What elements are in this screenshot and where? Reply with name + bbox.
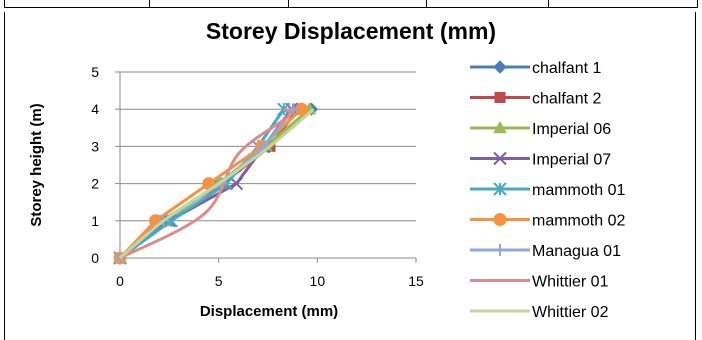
table-column-rule <box>149 0 150 8</box>
legend-label: Imperial 06 <box>532 121 611 138</box>
legend-marker <box>494 244 506 256</box>
y-axis-label: Storey height (m) <box>28 103 45 226</box>
data-point <box>287 103 300 116</box>
y-tick-label: 2 <box>91 176 99 192</box>
legend-marker <box>493 151 507 166</box>
legend-marker <box>493 60 507 74</box>
table-column-rule <box>548 0 549 8</box>
legend-label: Imperial 07 <box>532 152 611 169</box>
x-tick-label: 5 <box>215 273 223 289</box>
legend: chalfant 1 chalfant 2 Imperial 06 Imperial … <box>470 60 625 321</box>
series-8 <box>119 108 315 260</box>
legend-marker <box>493 213 507 226</box>
legend-entry: Imperial 06 <box>470 120 611 138</box>
y-tick-label: 5 <box>91 64 99 80</box>
table-column-rule <box>426 0 427 8</box>
legend-label: mammoth 01 <box>532 182 625 199</box>
y-tick-label: 4 <box>91 101 99 117</box>
legend-entry: Managua 01 <box>470 243 621 260</box>
chart-frame <box>4 12 696 340</box>
legend-entry: Imperial 07 <box>470 152 611 169</box>
legend-entry: Whittier 01 <box>470 274 609 291</box>
x-tick-label: 0 <box>116 273 124 289</box>
chart-title: Storey Displacement (mm) <box>205 18 497 44</box>
y-tick-label: 1 <box>91 213 99 229</box>
legend-label: chalfant 1 <box>532 60 601 77</box>
legend-label: Managua 01 <box>532 243 621 260</box>
tick-labels: 0 1 2 3 4 5 0 5 10 15 <box>91 64 424 289</box>
y-tick-label: 3 <box>91 138 99 154</box>
legend-marker <box>493 182 507 196</box>
legend-entry: mammoth 02 <box>470 213 625 230</box>
table-column-rule <box>288 0 289 8</box>
x-tick-label: 15 <box>408 273 424 289</box>
x-axis-label: Displacement (mm) <box>200 303 338 320</box>
table-bottom-rule <box>4 0 698 8</box>
legend-marker <box>494 92 506 103</box>
legend-label: chalfant 2 <box>532 91 601 108</box>
x-tick-label: 10 <box>310 273 326 289</box>
legend-entry: mammoth 01 <box>470 182 625 199</box>
axes <box>115 71 417 263</box>
legend-label: mammoth 02 <box>532 213 625 230</box>
series-7 <box>119 107 292 260</box>
legend-entry: Whittier 02 <box>470 304 609 321</box>
series-line <box>119 108 315 260</box>
legend-entry: chalfant 1 <box>470 60 601 77</box>
legend-label: Whittier 01 <box>532 274 609 291</box>
series-line <box>119 107 292 260</box>
legend-marker <box>493 120 507 134</box>
legend-entry: chalfant 2 <box>470 91 601 108</box>
series-group <box>113 102 319 265</box>
y-tick-label: 0 <box>91 250 99 266</box>
legend-label: Whittier 02 <box>532 304 609 321</box>
data-point <box>229 176 244 191</box>
